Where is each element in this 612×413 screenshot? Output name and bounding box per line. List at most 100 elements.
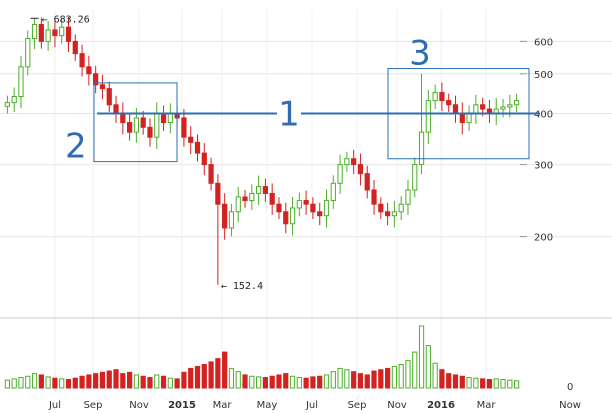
volume-bar [228,367,235,389]
candle-body [215,182,221,205]
low-label: ← 152.4 [221,281,263,292]
candle-body [303,200,309,205]
volume-bar [174,378,180,389]
volume-bar [11,378,17,389]
volume-bar [215,358,221,389]
volume-bar [113,369,119,389]
candle-body [113,104,119,114]
candle-body [432,92,438,102]
volume-bar [72,377,78,389]
volume-bar [140,375,146,389]
candle-body [418,131,425,166]
candle-body [140,117,146,128]
box-label-2: 2 [65,127,87,167]
candle-body [296,200,302,209]
volume-bar [459,375,465,389]
volume-bar [25,375,31,389]
volume-bar [473,377,479,389]
candle-body [167,112,173,124]
candle-body [194,141,201,154]
volume-bar [52,377,58,389]
volume-bar [289,375,296,389]
volume-bar [486,379,493,389]
y-tick-500: 500 [534,70,553,81]
candle-body [86,66,92,75]
candle-body [93,73,99,86]
volume-bar [323,374,330,389]
volume-bar [480,378,486,389]
volume-bar [371,370,377,389]
volume-bar [439,369,445,389]
candle-body [439,92,445,102]
volume-bar [364,374,370,389]
volume-bar [514,380,520,389]
candle-body [208,164,214,184]
volume-bar [276,374,282,389]
x-tick-now: Now [559,400,581,411]
volume-bar [493,378,499,389]
volume-zero-tick: 0 [567,382,573,393]
candle-body [160,112,167,124]
x-tick-jul: Jul [305,400,318,411]
volume-bar [344,369,350,389]
y-tick-600: 600 [534,37,553,48]
candle-body [181,117,187,138]
candle-body [120,112,126,124]
volume-bar [256,376,262,389]
volume-bar [235,371,241,389]
highlight-box-3 [387,68,530,160]
candle-body [188,136,194,143]
volume-bar [127,371,133,389]
candle-body [446,100,452,106]
level-line-label: 1 [278,94,300,134]
candle-body [4,102,10,107]
volume-bar [167,377,173,389]
volume-bar [398,364,404,389]
candle-body [127,122,133,133]
candle-body [276,203,282,213]
y-tick-400: 400 [534,109,553,120]
candle-body [323,200,330,217]
candle-body [256,186,262,194]
candle-body [79,53,85,68]
candle-body [344,158,350,166]
volume-bar [412,351,418,389]
volume-bar [269,375,275,389]
volume-bar [418,325,425,389]
volume-bars [4,325,520,389]
volume-bar [262,377,268,389]
volume-bar [317,375,323,389]
volume-bar [59,378,65,389]
price-candles [4,17,520,285]
candle-body [99,84,106,90]
candle-body [283,211,289,225]
candle-body [201,152,207,166]
volume-bar [337,367,343,389]
volume-bar [507,379,513,389]
candle-body [289,207,296,225]
candle-body [38,23,44,42]
candle-body [466,112,472,124]
candle-body [262,186,268,194]
x-tick-mar: Mar [477,400,497,411]
candle-body [25,37,31,68]
candle-body [514,100,520,106]
candle-body [507,104,513,108]
candle-body [18,66,24,98]
volume-bar [500,379,506,389]
volume-bar [446,373,452,389]
candle-body [11,96,17,104]
y-tick-200: 200 [534,233,553,244]
volume-bar [425,345,431,389]
x-tick-jul: Jul [48,400,61,411]
volume-bar [133,374,139,389]
candle-body [330,182,336,202]
x-tick-sep: Sep [84,400,103,411]
candle-body [452,104,459,114]
volume-bar [93,373,99,389]
volume-bar [154,374,160,389]
volume-bar [432,362,438,389]
x-tick-2016: 2016 [427,400,455,411]
